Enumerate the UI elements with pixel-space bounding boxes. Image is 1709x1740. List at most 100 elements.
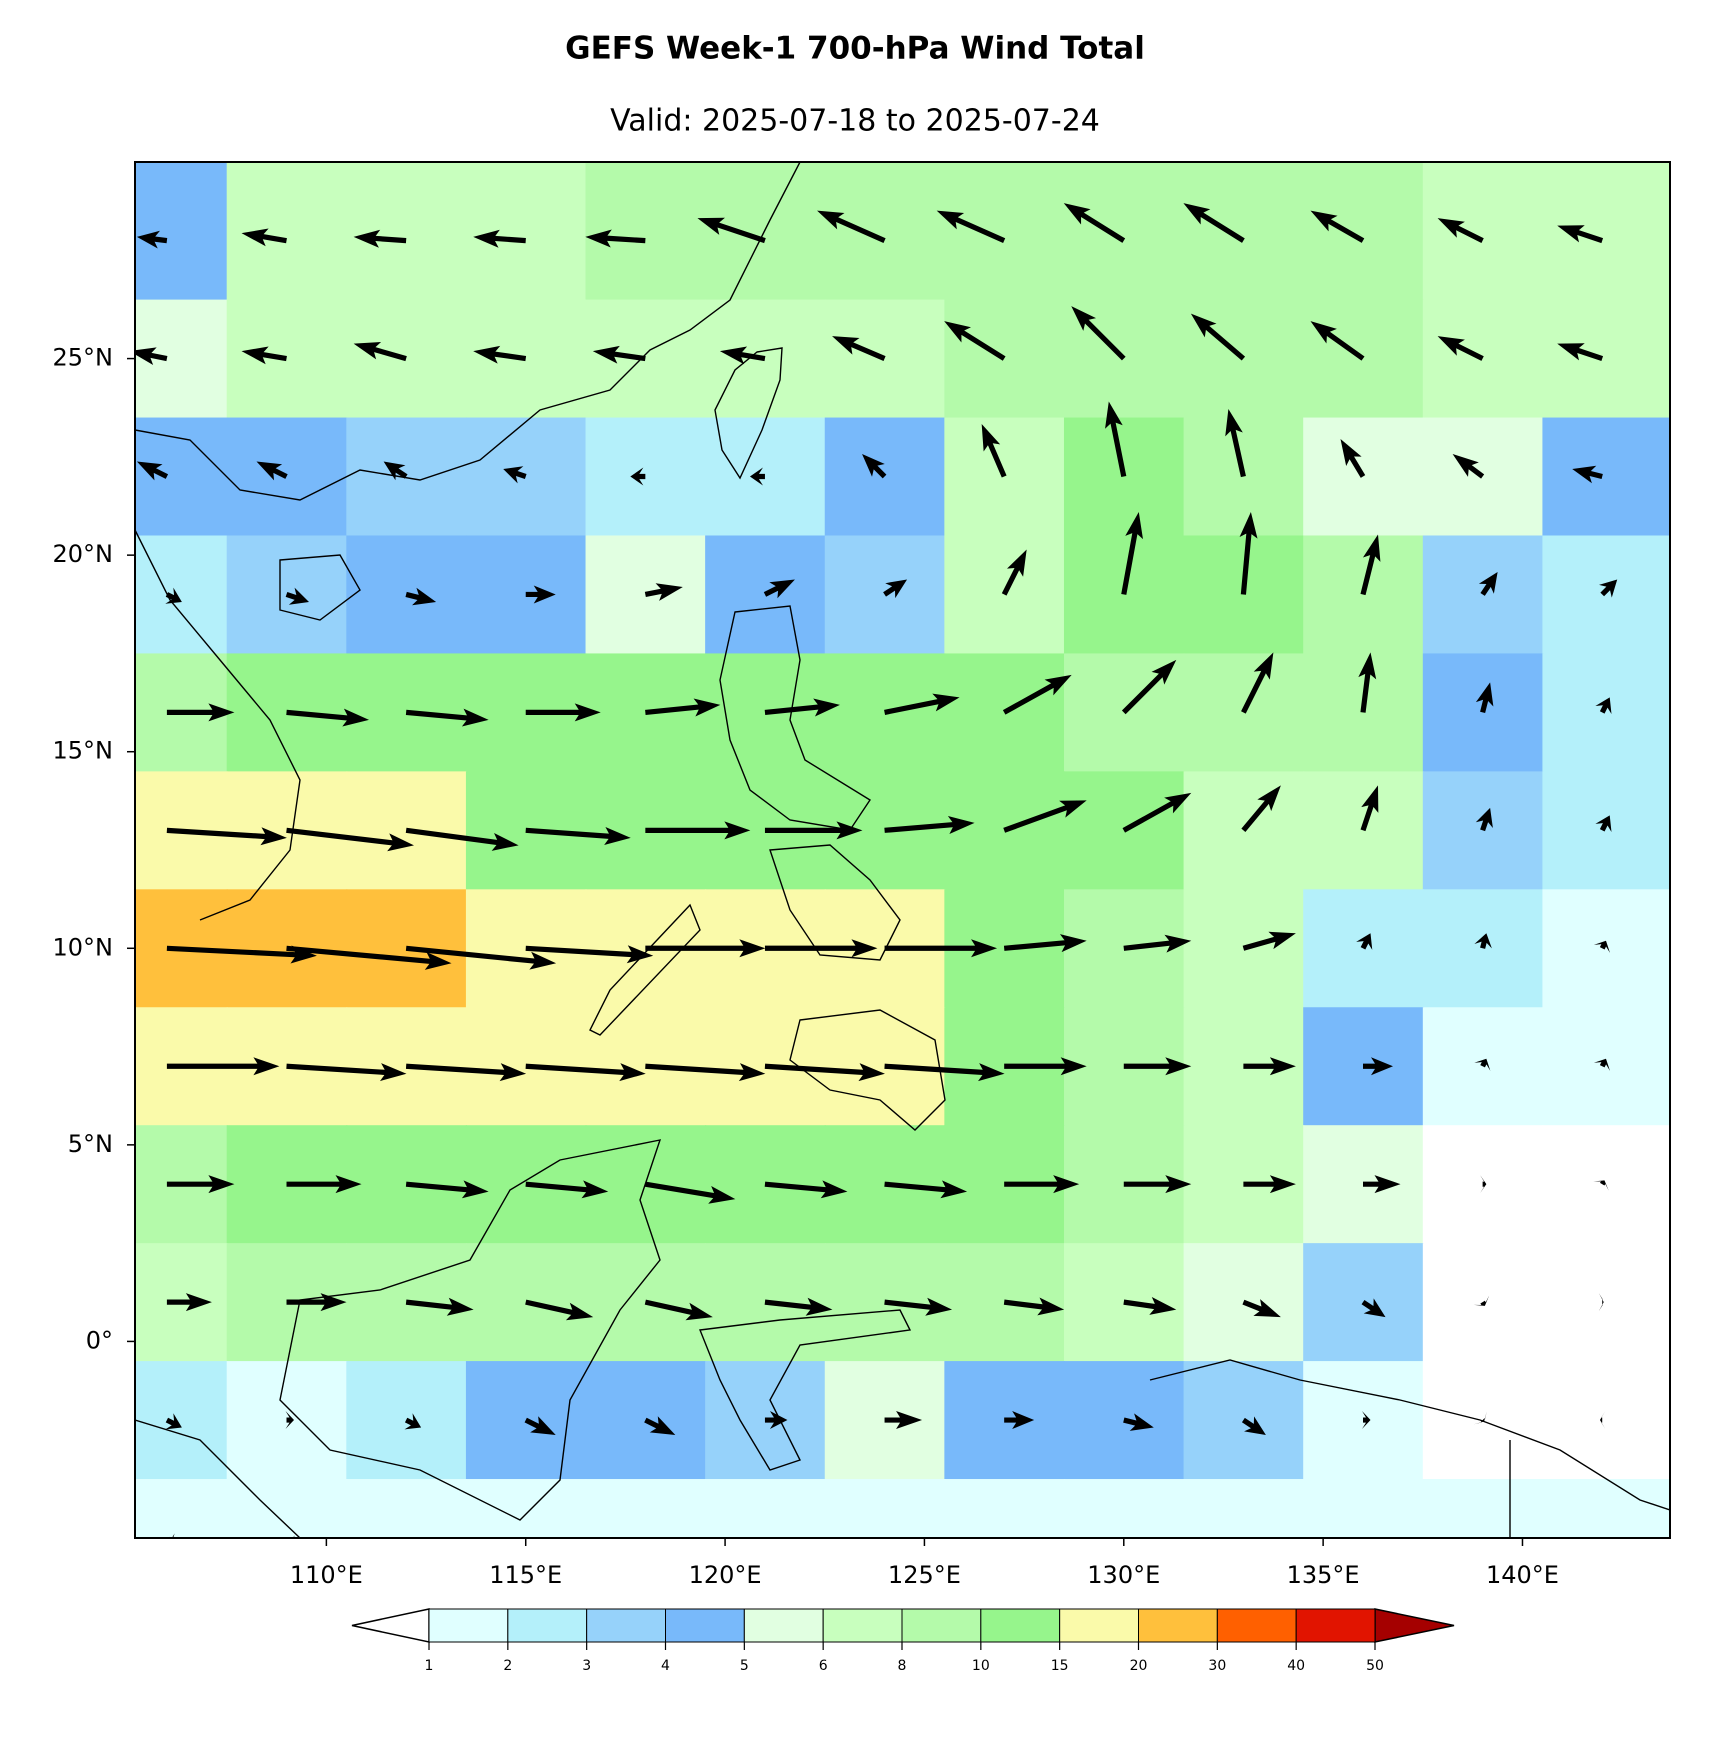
wind-arrow (241, 228, 287, 247)
speed-cell (1542, 771, 1670, 891)
wind-arrow (285, 1411, 295, 1430)
wind-arrow (1475, 682, 1494, 714)
wind-arrow (1593, 1180, 1609, 1191)
colorbar-box (586, 1608, 667, 1643)
speed-cell (1542, 1125, 1670, 1245)
wind-arrow (241, 346, 287, 365)
colorbar-box (665, 1608, 745, 1643)
wind-arrow (1480, 1175, 1487, 1194)
colorbar-box (1138, 1608, 1218, 1643)
wind-arrow (405, 1063, 527, 1082)
wind-arrow (884, 1411, 923, 1430)
speed-cell (944, 162, 1065, 301)
wind-arrow (473, 229, 526, 248)
wind-arrow (1361, 1298, 1386, 1318)
wind-arrow (862, 454, 887, 479)
colorbar-box (1295, 1608, 1376, 1643)
speed-cell (1063, 1479, 1185, 1538)
colorbar-box (743, 1608, 824, 1643)
wind-arrow (405, 587, 437, 606)
hainan (279, 554, 361, 621)
wind-arrow (136, 461, 169, 481)
wind-arrow (719, 346, 766, 365)
colorbar-box (507, 1608, 588, 1643)
wind-arrow (405, 945, 557, 970)
speed-cell (226, 299, 348, 419)
wind-arrow (764, 1411, 788, 1430)
wind-arrow (1243, 1175, 1296, 1194)
wind-arrow (1003, 800, 1087, 833)
wind-arrow (1063, 203, 1126, 243)
wind-arrow (883, 579, 908, 599)
speed-cell (1422, 162, 1544, 301)
wind-arrow (353, 229, 407, 248)
wind-arrow (764, 939, 878, 958)
wind-arrow (645, 821, 751, 840)
wind-arrow (884, 1180, 968, 1199)
y-tick-label: 15°N (53, 737, 114, 765)
speed-cell (585, 299, 707, 419)
wind-arrow (1598, 1293, 1604, 1312)
wind-arrow (404, 1413, 422, 1430)
colorbar-over (1374, 1608, 1455, 1643)
wind-arrow (1593, 940, 1610, 953)
wind-arrow (405, 1180, 489, 1199)
x-tick-label: 140°E (1486, 1561, 1559, 1589)
colorbar-box (428, 1608, 509, 1643)
speed-cell (1183, 162, 1305, 301)
speed-cell (135, 299, 228, 419)
coastlines (135, 162, 1670, 1538)
wind-arrow (1360, 534, 1381, 596)
wind-arrow (525, 945, 654, 964)
colorbar-label: 2 (503, 1658, 512, 1674)
wind-arrow (525, 703, 601, 722)
speed-cell (1422, 889, 1544, 1009)
speed-cell (1303, 771, 1424, 891)
wind-arrow (1473, 1295, 1490, 1306)
colorbar-label: 3 (582, 1658, 591, 1674)
speed-cell (1063, 162, 1185, 301)
wind-arrow (1362, 1411, 1371, 1430)
wind-arrow (1123, 1175, 1192, 1194)
wind-arrow (1241, 1416, 1266, 1436)
colorbar: 1 2 3 4 5 6 8 10 15 20 30 40 50 (351, 1608, 1455, 1674)
wind-arrow (353, 342, 407, 362)
speed-cell (226, 417, 348, 537)
wind-arrow (817, 210, 886, 244)
wind-arrow (1004, 1057, 1087, 1076)
speed-cell (585, 1479, 707, 1538)
speed-cell (1303, 299, 1424, 419)
colorbar-label: 6 (819, 1658, 828, 1674)
colorbar-box (1216, 1608, 1297, 1643)
x-tick-label: 110°E (290, 1561, 363, 1589)
speed-cell (135, 417, 228, 537)
speed-cell (1303, 162, 1424, 301)
x-tick-label: 125°E (888, 1561, 961, 1589)
speed-cell (1063, 417, 1185, 537)
wind-arrow (644, 1416, 676, 1436)
speed-cell (1183, 535, 1305, 655)
speed-cell (944, 417, 1065, 537)
plot-frame (134, 161, 1671, 1539)
wind-arrow (1123, 1057, 1192, 1076)
speed-cell (944, 299, 1065, 419)
wind-arrow (286, 827, 415, 852)
colorbar-label: 40 (1287, 1658, 1305, 1674)
speed-cell (1422, 1479, 1544, 1538)
wind-arrow (285, 587, 310, 605)
wind-arrow (1071, 306, 1126, 361)
speed-cell (1542, 1007, 1670, 1127)
wind-arrow (884, 1297, 953, 1316)
wind-arrow (884, 816, 975, 834)
colorbar-label: 1 (425, 1658, 434, 1674)
speed-cell (1542, 653, 1670, 773)
speed-cell (1542, 162, 1670, 301)
wind-arrow (1474, 933, 1492, 949)
wind-arrow (525, 1299, 594, 1321)
wind-arrow (165, 587, 182, 604)
wind-arrow (1121, 659, 1177, 715)
wind-arrow (763, 579, 795, 599)
wind-arrow (136, 230, 168, 249)
wind-arrow (1572, 465, 1603, 484)
wind-arrow (1557, 343, 1604, 362)
